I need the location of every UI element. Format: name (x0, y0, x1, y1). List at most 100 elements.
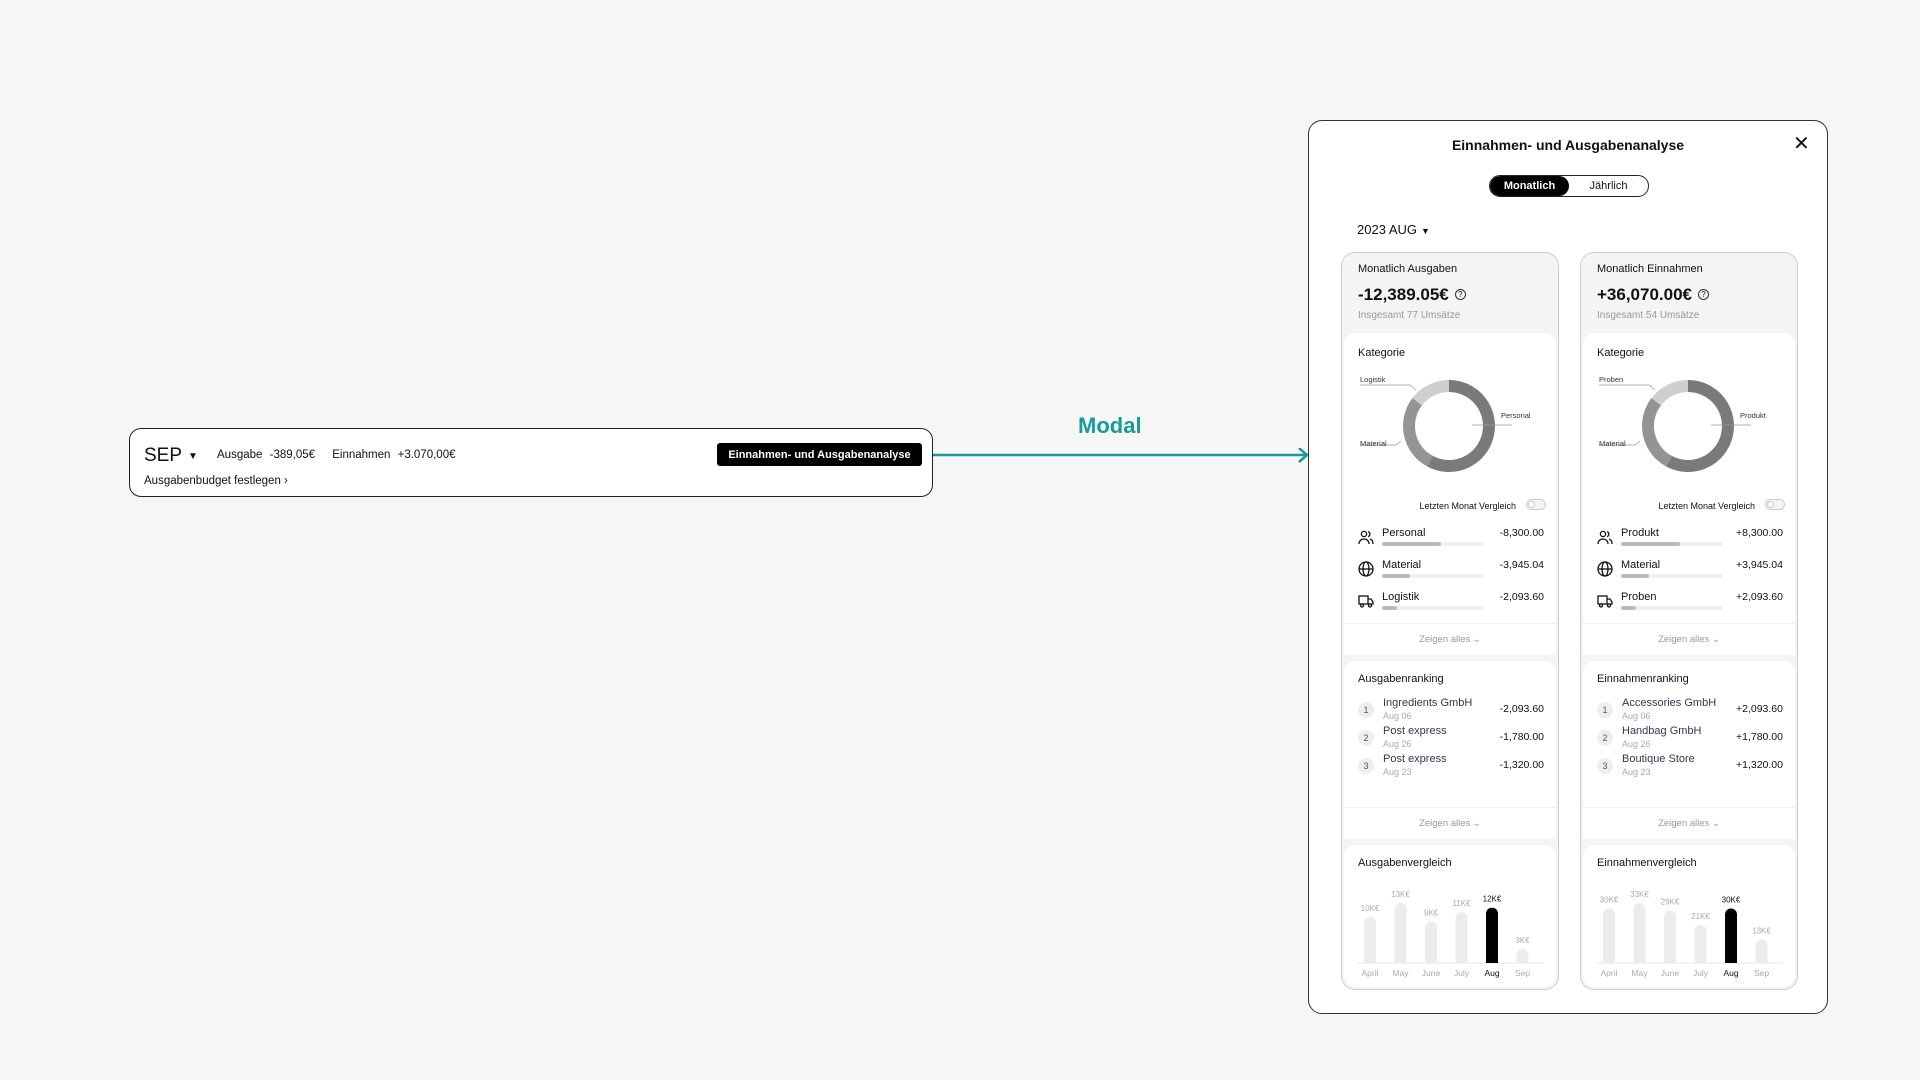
ranking-row[interactable]: 3 Post express Aug 23 -1,320.00 (1358, 753, 1544, 785)
ranking-value: -2,093.60 (1499, 703, 1544, 715)
ranking-value: +2,093.60 (1735, 703, 1783, 715)
bar-Sep (1756, 939, 1768, 969)
show-all-button[interactable]: Zeigen alles ⌄ (1344, 807, 1556, 839)
category-row[interactable]: Personal -8,300.00 (1358, 527, 1544, 553)
ranking-date: Aug 23 (1622, 767, 1651, 777)
show-all-label: Zeigen alles (1658, 818, 1710, 829)
show-all-label: Zeigen alles (1419, 634, 1471, 645)
category-progress (1621, 574, 1723, 578)
ranking-value: +1,320.00 (1735, 759, 1783, 771)
chevron-down-icon: ⌄ (1472, 634, 1481, 645)
comparison-chart: 30K€ April 33K€ May 29K€ June 21K€ July … (1597, 890, 1783, 978)
panel-subtitle: Insgesamt 54 Umsätze (1597, 310, 1700, 321)
help-icon[interactable]: ? (1698, 289, 1710, 300)
bar-July (1456, 912, 1468, 969)
ranking-row[interactable]: 2 Post express Aug 26 -1,780.00 (1358, 725, 1544, 757)
chevron-down-icon: ⌄ (1472, 818, 1481, 829)
category-value: -2,093.60 (1499, 591, 1544, 603)
expense-value: -389,05€ (269, 449, 316, 461)
ranking-value: -1,320.00 (1499, 759, 1544, 771)
rank-badge: 2 (1358, 730, 1374, 746)
ranking-date: Aug 06 (1622, 711, 1651, 721)
comparison-title: Ausgabenvergleich (1358, 857, 1452, 869)
comparison-chart: 10K€ April 13K€ May 9K€ June 11K€ July 1… (1358, 890, 1544, 978)
donut-label: Material (1599, 439, 1626, 448)
category-progress (1382, 574, 1484, 578)
category-row[interactable]: Material +3,945.04 (1597, 559, 1783, 585)
compare-toggle[interactable] (1765, 499, 1785, 510)
budget-link[interactable]: Ausgabenbudget festlegen › (144, 475, 288, 487)
income-label: Einnahmen (332, 449, 391, 461)
ranking-row[interactable]: 1 Ingredients GmbH Aug 06 -2,093.60 (1358, 697, 1544, 729)
ranking-name: Handbag GmbH (1622, 725, 1702, 737)
ranking-row[interactable]: 1 Accessories GmbH Aug 06 +2,093.60 (1597, 697, 1783, 729)
income-value: +3.070,00€ (397, 449, 456, 461)
analyse-button[interactable]: Einnahmen- und Ausgabenanalyse (717, 443, 922, 466)
panel-title: Monatlich Einnahmen (1597, 263, 1703, 275)
ranking-title: Einnahmenranking (1597, 673, 1689, 685)
bar-data-label: 29K€ (1661, 897, 1680, 906)
bar-April (1364, 917, 1376, 969)
tab-yearly[interactable]: Jährlich (1589, 180, 1628, 192)
category-row[interactable]: Produkt +8,300.00 (1597, 527, 1783, 553)
category-row[interactable]: Material -3,945.04 (1358, 559, 1544, 585)
category-row[interactable]: Logistik -2,093.60 (1358, 591, 1544, 617)
bar-May (1395, 903, 1407, 969)
donut-slice-1 (1642, 398, 1673, 467)
bar-June (1664, 910, 1676, 969)
ranking-row[interactable]: 3 Boutique Store Aug 23 +1,320.00 (1597, 753, 1783, 785)
users-icon (1597, 529, 1613, 545)
show-all-label: Zeigen alles (1658, 634, 1710, 645)
category-name: Material (1621, 559, 1661, 571)
ranking-name: Ingredients GmbH (1383, 697, 1473, 709)
category-progress (1382, 542, 1484, 546)
show-all-button[interactable]: Zeigen alles ⌄ (1583, 807, 1795, 839)
period-label: 2023 AUG (1357, 222, 1417, 237)
bar-category-label: May (1631, 968, 1648, 978)
category-value: +2,093.60 (1735, 591, 1783, 603)
ranking-value: +1,780.00 (1735, 731, 1783, 743)
bar-data-label: 11K€ (1452, 899, 1471, 908)
modal-title: Einnahmen- und Ausgabenanalyse (1451, 137, 1685, 153)
panel-0: Monatlich Ausgaben -12,389.05€? Insgesam… (1341, 252, 1559, 990)
category-progress (1382, 606, 1484, 610)
category-row[interactable]: Proben +2,093.60 (1597, 591, 1783, 617)
bar-category-label: Aug (1723, 968, 1738, 978)
category-value: -8,300.00 (1499, 527, 1544, 539)
donut-slice-0 (1666, 380, 1734, 472)
ranking-date: Aug 23 (1383, 767, 1412, 777)
month-selector[interactable]: SEP ▼ (144, 445, 198, 467)
bar-June (1425, 921, 1437, 969)
bar-data-label: 13K€ (1752, 926, 1771, 935)
category-title: Kategorie (1358, 347, 1406, 359)
ranking-title: Ausgabenranking (1358, 673, 1444, 685)
category-name: Personal (1382, 527, 1426, 539)
panel-amount: -12,389.05€? (1358, 285, 1466, 305)
help-icon[interactable]: ? (1454, 289, 1466, 300)
bar-category-label: Sep (1754, 968, 1769, 978)
period-selector[interactable]: 2023 AUG ▼ (1357, 222, 1430, 237)
donut-slice-0 (1427, 380, 1495, 472)
donut-slice-2 (1651, 380, 1689, 406)
ranking-row[interactable]: 2 Handbag GmbH Aug 26 +1,780.00 (1597, 725, 1783, 757)
bar-category-label: April (1361, 968, 1378, 978)
donut-label: Proben (1599, 375, 1624, 384)
category-donut (1599, 380, 1751, 472)
summary-bar: SEP ▼ Ausgabe -389,05€ Einnahmen +3.070,0… (129, 428, 933, 497)
bar-data-label: 3K€ (1515, 936, 1530, 945)
users-icon (1358, 529, 1374, 545)
show-all-button[interactable]: Zeigen alles ⌄ (1583, 623, 1795, 655)
donut-label: Logistik (1360, 375, 1386, 384)
tab-monthly[interactable]: Monatlich (1490, 176, 1569, 196)
category-name: Logistik (1382, 591, 1420, 603)
ranking-date: Aug 26 (1622, 739, 1651, 749)
category-card: Kategorie Logistik Material Personal Let… (1344, 333, 1556, 655)
compare-toggle[interactable] (1526, 499, 1546, 510)
arrow-connector (933, 448, 1309, 463)
close-icon[interactable]: ✕ (1793, 133, 1810, 155)
month-label: SEP (144, 445, 183, 466)
budget-link-label: Ausgabenbudget festlegen (144, 475, 281, 487)
category-name: Material (1382, 559, 1422, 571)
show-all-button[interactable]: Zeigen alles ⌄ (1344, 623, 1556, 655)
panel-title: Monatlich Ausgaben (1358, 263, 1458, 275)
